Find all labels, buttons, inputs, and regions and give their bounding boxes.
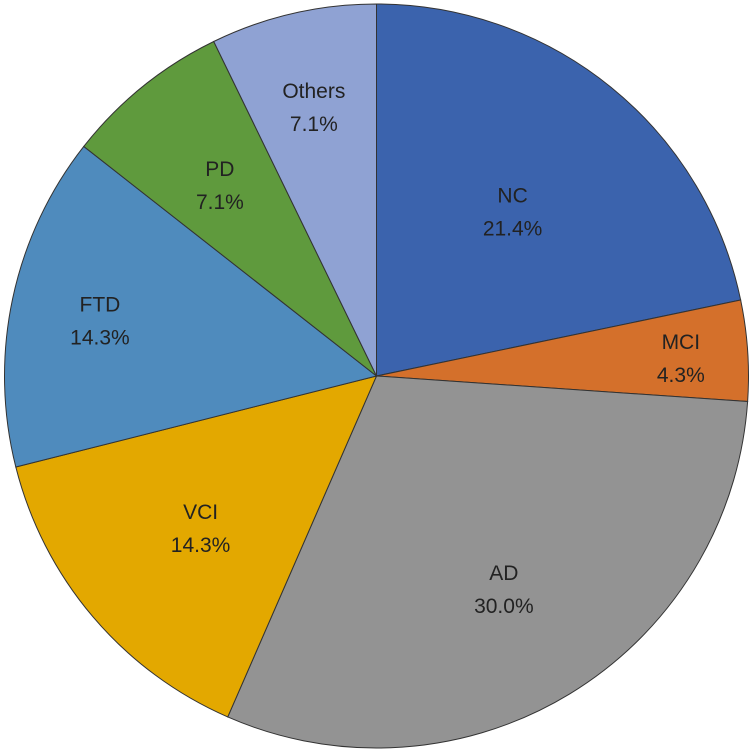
slice-value-label-others: 7.1% — [290, 113, 338, 136]
pie-slice-pd — [83, 40, 377, 377]
slice-value-label-vci: 14.3% — [171, 534, 231, 557]
slice-label-others: Others — [282, 80, 345, 103]
slice-label-vci: VCI — [183, 501, 218, 524]
slice-value-label-ad: 30.0% — [474, 595, 534, 618]
slice-label-nc: NC — [497, 185, 527, 208]
pie-slice-ftd — [4, 145, 378, 468]
slice-value-label-pd: 7.1% — [196, 191, 244, 214]
pie-slice-vci — [15, 375, 378, 718]
pie-labels: NC 21.4% MCI 4.3% AD 30.0% VCI 14.3% FTD 14.3% PD 7… — [70, 80, 705, 618]
pie-slice-others — [213, 3, 377, 377]
slice-label-pd: PD — [205, 158, 234, 181]
slice-value-label-mci: 4.3% — [657, 364, 705, 387]
pie-slice-ad — [227, 375, 749, 749]
slice-value-label-ftd: 14.3% — [70, 326, 130, 349]
slice-label-mci: MCI — [662, 331, 701, 354]
slice-label-ftd: FTD — [80, 293, 121, 316]
pie-slice-nc — [376, 3, 742, 377]
slice-value-label-nc: 21.4% — [483, 218, 543, 241]
slice-label-ad: AD — [489, 562, 518, 585]
pie-slices — [4, 3, 749, 749]
